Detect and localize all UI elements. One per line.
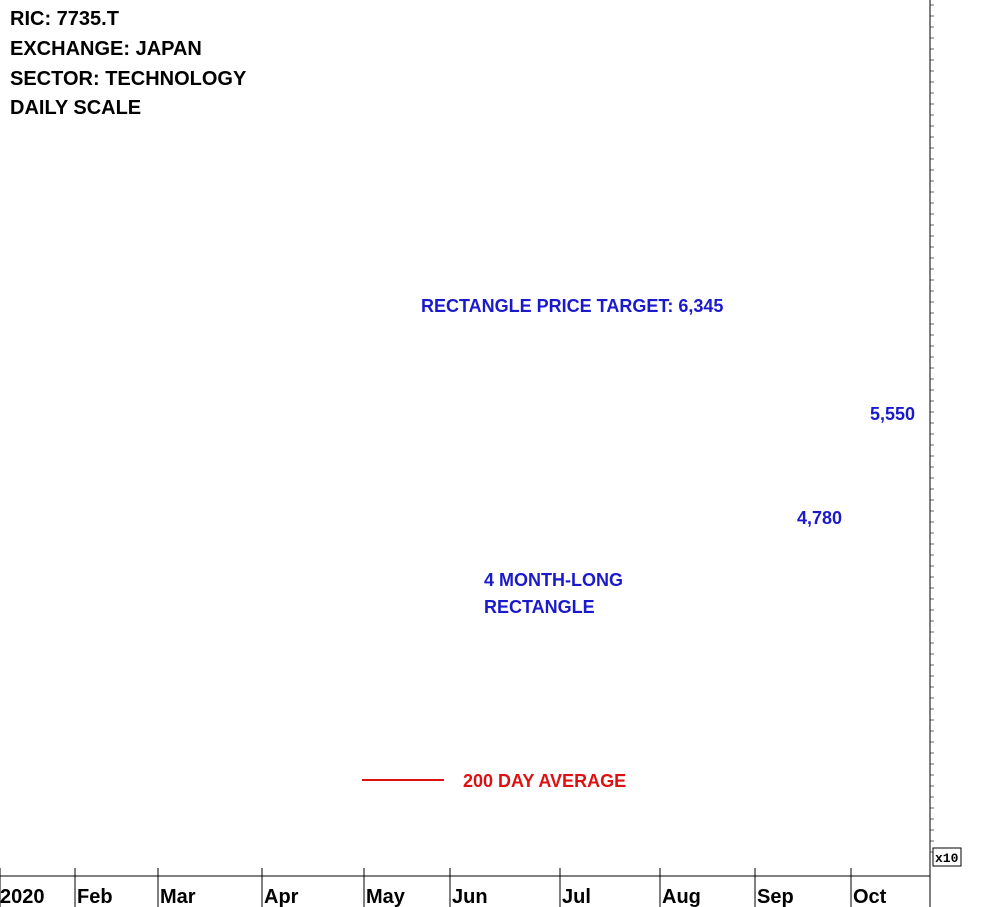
- x-tick-label: Sep: [757, 886, 794, 907]
- sector-label: SECTOR: TECHNOLOGY: [10, 68, 247, 90]
- multiplier-box: [932, 847, 962, 867]
- x-tick-label: 2020: [0, 886, 45, 907]
- y-axis: 3003504004505005506006507007508008509009…: [930, 4, 934, 853]
- x-tick-label: Jun: [452, 886, 488, 907]
- x-tick-label: Mar: [160, 886, 196, 907]
- x-tick-label: Oct: [853, 886, 887, 907]
- target-annotation: RECTANGLE PRICE TARGET: 6,345: [421, 296, 723, 316]
- pattern-annotation-line1: 4 MONTH-LONG: [484, 570, 623, 590]
- ma-legend-label: 200 DAY AVERAGE: [463, 771, 626, 791]
- scale-label: DAILY SCALE: [10, 97, 142, 119]
- support-label: 4,780: [797, 508, 842, 528]
- x-tick-label: Aug: [662, 886, 701, 907]
- x-tick-label: May: [366, 886, 406, 907]
- exchange-label: EXCHANGE: JAPAN: [10, 38, 202, 60]
- multiplier-label: x10: [935, 851, 959, 866]
- resistance-label: 5,550: [870, 404, 915, 424]
- pattern-annotation-line2: RECTANGLE: [484, 597, 595, 617]
- x-tick-label: Feb: [77, 886, 113, 907]
- x-axis: 2020 Feb Mar Apr May Jun Jul Aug Sep Oct: [0, 868, 887, 907]
- ric-label: RIC: 7735.T: [10, 8, 119, 30]
- x-tick-label: Apr: [264, 886, 299, 907]
- x-tick-label: Jul: [562, 886, 591, 907]
